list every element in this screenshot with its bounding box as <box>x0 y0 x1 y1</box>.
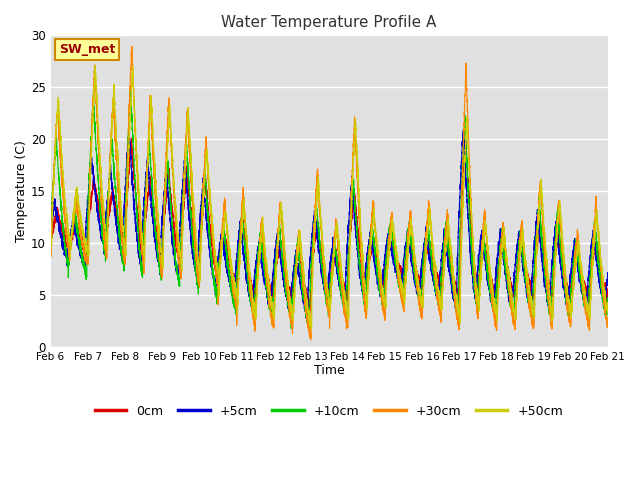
+10cm <box>306 329 314 335</box>
+5cm <box>236 227 244 232</box>
0cm <box>236 247 244 253</box>
0cm <box>306 308 314 314</box>
+30cm <box>604 322 611 328</box>
Legend: 0cm, +5cm, +10cm, +30cm, +50cm: 0cm, +5cm, +10cm, +30cm, +50cm <box>90 400 568 423</box>
0cm <box>454 298 461 303</box>
+10cm <box>236 234 244 240</box>
+30cm <box>47 248 54 254</box>
+10cm <box>310 217 318 223</box>
+50cm <box>307 326 315 332</box>
0cm <box>604 293 611 299</box>
+30cm <box>310 220 318 226</box>
+30cm <box>236 239 244 244</box>
+5cm <box>573 264 581 269</box>
+30cm <box>454 319 461 325</box>
Line: +10cm: +10cm <box>51 90 607 332</box>
Line: +5cm: +5cm <box>51 129 607 320</box>
+5cm <box>310 217 318 223</box>
+30cm <box>470 255 477 261</box>
+5cm <box>125 126 133 132</box>
0cm <box>470 249 477 254</box>
+50cm <box>580 287 588 293</box>
+10cm <box>470 276 477 282</box>
+50cm <box>47 241 54 247</box>
+5cm <box>304 317 312 323</box>
+50cm <box>454 300 461 306</box>
+50cm <box>310 241 318 247</box>
Title: Water Temperature Profile A: Water Temperature Profile A <box>221 15 436 30</box>
+30cm <box>128 44 136 49</box>
+50cm <box>236 253 244 259</box>
+50cm <box>604 310 611 316</box>
+30cm <box>580 292 588 298</box>
+30cm <box>573 233 581 239</box>
0cm <box>461 134 469 140</box>
+5cm <box>454 246 461 252</box>
+5cm <box>470 281 477 287</box>
+10cm <box>127 87 134 93</box>
+50cm <box>470 255 477 261</box>
Line: +50cm: +50cm <box>51 65 607 329</box>
+5cm <box>580 295 588 301</box>
0cm <box>310 240 318 246</box>
0cm <box>580 280 588 286</box>
+10cm <box>573 252 581 258</box>
0cm <box>573 254 581 260</box>
+10cm <box>604 296 611 301</box>
Text: SW_met: SW_met <box>59 43 115 56</box>
+30cm <box>307 337 315 343</box>
+10cm <box>454 313 461 319</box>
Line: +30cm: +30cm <box>51 47 607 340</box>
+5cm <box>604 273 611 278</box>
+5cm <box>47 225 54 231</box>
X-axis label: Time: Time <box>314 364 344 377</box>
0cm <box>47 240 54 246</box>
+50cm <box>92 62 99 68</box>
+10cm <box>580 300 588 306</box>
Y-axis label: Temperature (C): Temperature (C) <box>15 140 28 242</box>
+10cm <box>47 234 54 240</box>
+50cm <box>573 243 581 249</box>
Line: 0cm: 0cm <box>51 137 607 311</box>
